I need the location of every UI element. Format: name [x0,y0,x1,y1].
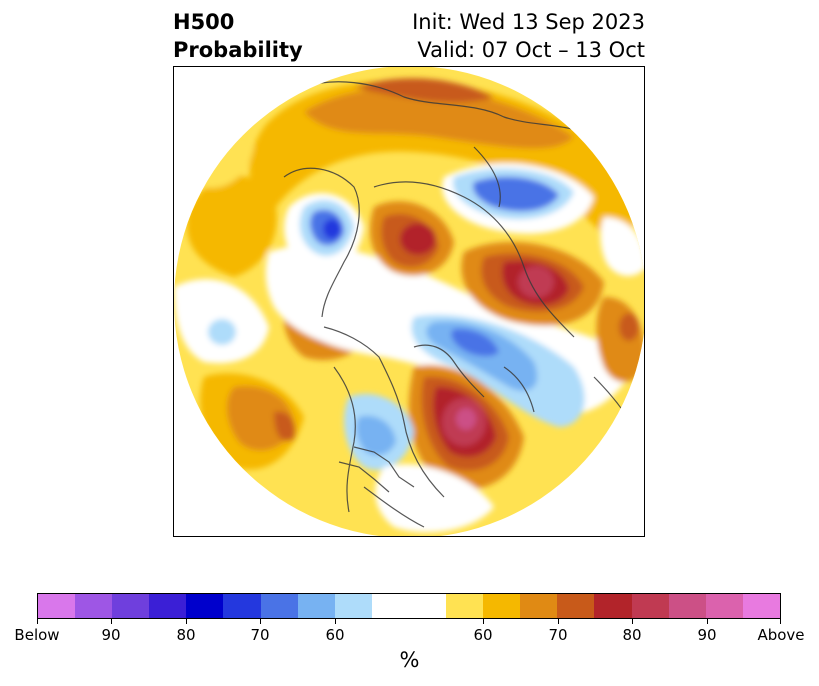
colorbar-swatch-9 [371,594,409,618]
colorbar-tick-label: 80 [176,626,196,644]
colorbar-swatch-6 [260,594,298,618]
title-valid-range: Valid: 07 Oct – 13 Oct [417,38,645,62]
colorbar-swatch-17 [668,594,706,618]
colorbar-tick-label: 60 [473,626,493,644]
colorbar-tick-label: 80 [622,626,642,644]
colorbar-swatch-11 [446,594,484,618]
colorbar-swatch-7 [297,594,335,618]
title-variable: H500 [173,10,235,34]
colorbar-swatch-14 [557,594,595,618]
colorbar-tick-label: 90 [697,626,717,644]
colorbar-swatch-16 [631,594,669,618]
colorbar-tick [707,619,708,624]
colorbar-tick-label: Above [757,626,805,644]
colorbar-tick-label: 70 [548,626,568,644]
colorbar-swatch-0 [38,594,76,618]
colorbar-tick-label: 70 [250,626,270,644]
colorbar-tick [780,619,781,624]
hemisphere-disc [174,67,644,536]
colorbar-swatch-10 [408,594,447,618]
colorbar [37,593,781,619]
colorbar-swatch-8 [334,594,372,618]
colorbar-tick [483,619,484,624]
probability-map [173,66,645,537]
colorbar-tick-label: Below [14,626,60,644]
colorbar-tick [558,619,559,624]
title-left: H500 Probability [173,8,303,64]
colorbar-swatch-4 [186,594,224,618]
colorbar-ticks: Below 90 80 70 60 60 70 80 90 Above [14,619,805,644]
colorbar-swatch-2 [112,594,150,618]
colorbar-swatch-1 [75,594,113,618]
polar-projection-map [174,67,644,536]
title-init-date: Init: Wed 13 Sep 2023 [412,10,645,34]
colorbar-unit: % [399,648,420,672]
colorbar-tick-label: 60 [325,626,345,644]
colorbar-swatch-15 [594,594,632,618]
colorbar-swatch-18 [705,594,743,618]
colorbar-tick [260,619,261,624]
colorbar-swatch-5 [223,594,261,618]
colorbar-tick [632,619,633,624]
title-product: Probability [173,38,303,62]
colorbar-swatch-12 [483,594,521,618]
colorbar-swatch-19 [742,594,780,618]
title-right: Init: Wed 13 Sep 2023 Valid: 07 Oct – 13… [412,8,645,64]
colorbar-tick [111,619,112,624]
colorbar-tick [186,619,187,624]
colorbar-tick [335,619,336,624]
colorbar-swatch-13 [520,594,558,618]
colorbar-tick-label: 90 [101,626,121,644]
colorbar-tick [37,619,38,624]
colorbar-swatch-3 [149,594,187,618]
